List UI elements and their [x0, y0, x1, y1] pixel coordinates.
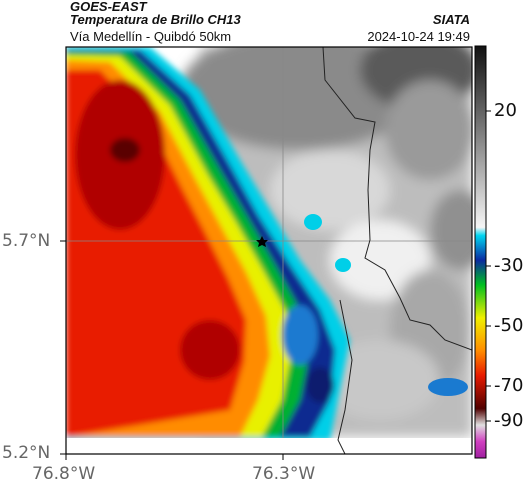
product-title: Temperatura de Brillo CH13 [70, 12, 241, 27]
organization-label: SIATA [432, 12, 470, 27]
colorbar-label: -50 [494, 315, 524, 336]
lat-label: 5.7°N [2, 231, 51, 251]
lon-label: 76.8°W [32, 464, 96, 484]
lon-label: 76.3°W [252, 464, 316, 484]
cloud-cell [428, 378, 468, 396]
colorbar [474, 45, 487, 459]
colorbar-label: -90 [494, 410, 524, 431]
location-subtitle: Vía Medellín - Quibdó 50km [70, 29, 232, 44]
map-frame [65, 46, 473, 455]
admin-boundary [322, 47, 472, 351]
convective-system [66, 47, 350, 440]
location-star-icon [256, 236, 268, 247]
colorbar-label: -30 [494, 255, 524, 276]
colorbar-label: -70 [494, 375, 524, 396]
cloud-cell [304, 214, 322, 230]
colorbar-label: 20 [494, 100, 517, 121]
satellite-title: GOES-EAST [70, 0, 147, 14]
admin-boundary [337, 299, 353, 454]
cloud-cell [335, 258, 351, 272]
lat-label: 5.2°N [2, 443, 51, 463]
timestamp-label: 2024-10-24 19:49 [367, 29, 470, 44]
